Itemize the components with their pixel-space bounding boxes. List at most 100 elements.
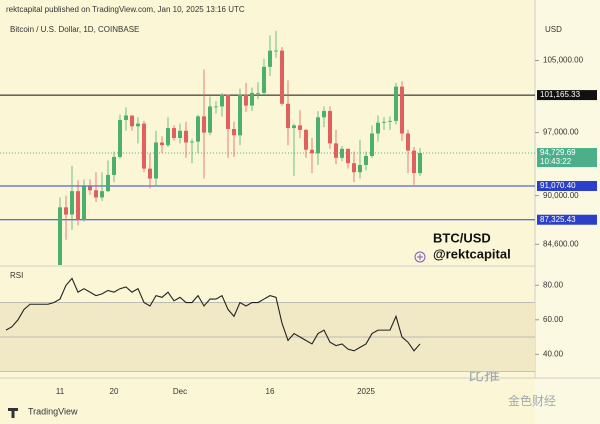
watermark: 金色财经 xyxy=(508,393,556,408)
candle-body xyxy=(328,110,332,144)
candle-body xyxy=(100,191,104,198)
level-tag xyxy=(537,214,597,225)
x-tick-label: 2025 xyxy=(357,387,375,396)
candle-body xyxy=(238,94,242,136)
candle-body xyxy=(112,156,116,175)
candle-body xyxy=(142,123,146,169)
chart-title: Bitcoin / U.S. Dollar, 1D, COINBASE xyxy=(10,25,139,34)
x-tick-label: 16 xyxy=(266,387,275,396)
candle-body xyxy=(166,128,170,146)
candle-body xyxy=(190,141,194,143)
candle-body xyxy=(412,150,416,174)
y-tick-label: 105,000.00 xyxy=(543,56,584,65)
price-axis xyxy=(535,0,600,424)
candle-body xyxy=(184,130,188,143)
candle-body xyxy=(208,106,212,133)
candle-body xyxy=(316,117,320,154)
currency: USD xyxy=(545,25,562,34)
annotation: @rektcapital xyxy=(433,246,511,261)
rsi-tick-label: 60.00 xyxy=(543,315,564,324)
candle-body xyxy=(400,86,404,134)
candle-body xyxy=(196,116,200,142)
candle-body xyxy=(268,50,272,67)
candle-body xyxy=(364,156,368,166)
icon xyxy=(417,254,423,260)
candle-body xyxy=(82,186,86,220)
x-tick-label: Dec xyxy=(173,387,187,396)
candle-body xyxy=(76,191,80,220)
rsi-label: RSI xyxy=(10,271,23,280)
candle-body xyxy=(124,115,128,120)
price-pane xyxy=(0,20,535,265)
candle-body xyxy=(334,143,338,158)
candle-body xyxy=(220,94,224,107)
candle-body xyxy=(4,380,8,381)
candle-body xyxy=(310,149,314,154)
icon xyxy=(414,251,426,263)
candle-body xyxy=(214,106,218,108)
candle-body xyxy=(106,174,110,192)
annotation: BTC/USD xyxy=(433,230,491,245)
candle-body xyxy=(58,207,62,265)
countdown: 10:43:22 xyxy=(540,157,572,166)
candle-body xyxy=(244,94,248,106)
rsi-tick-label: 40.00 xyxy=(543,349,564,358)
candle-body xyxy=(370,133,374,157)
candle-body xyxy=(94,190,98,198)
candle-body xyxy=(256,92,260,94)
candle-body xyxy=(322,110,326,118)
candle-body xyxy=(394,86,398,121)
candle-body xyxy=(382,121,386,123)
rsi-tick-label: 80.00 xyxy=(543,280,564,289)
candle-body xyxy=(376,122,380,134)
candle-body xyxy=(406,133,410,151)
level-label: 101,165.33 xyxy=(540,90,581,99)
candle-body xyxy=(418,153,422,174)
footer: TradingView xyxy=(28,406,78,416)
candle-body xyxy=(232,128,236,136)
candle-body xyxy=(346,148,350,164)
candle-body xyxy=(130,115,134,127)
logo xyxy=(8,408,18,418)
y-tick-label: 84,600.00 xyxy=(543,239,579,248)
candle-body xyxy=(64,207,68,215)
candle-body xyxy=(70,191,74,215)
candle-body xyxy=(250,92,254,106)
candle-body xyxy=(304,129,308,150)
candle-body xyxy=(286,103,290,129)
candle-body xyxy=(136,123,140,127)
candle-body xyxy=(388,120,392,122)
candle-body xyxy=(352,163,356,173)
y-tick-label: 97,000.00 xyxy=(543,128,579,137)
rsi-line xyxy=(5,277,421,352)
candle-body xyxy=(10,381,14,386)
level-tag xyxy=(537,181,597,192)
level-label: 91,070.40 xyxy=(540,181,576,190)
candle-body xyxy=(298,125,302,130)
level-tag xyxy=(537,90,597,101)
level-label: 87,325.43 xyxy=(540,215,576,224)
candle-body xyxy=(226,94,230,129)
candle-body xyxy=(292,125,296,129)
candle-body xyxy=(172,128,176,138)
price-layer xyxy=(0,30,535,396)
candle-body xyxy=(16,387,20,396)
candle-body xyxy=(280,50,284,104)
candle-body xyxy=(88,186,92,191)
candle-body xyxy=(262,66,266,93)
candle-body xyxy=(118,119,122,157)
candle-body xyxy=(340,148,344,158)
candle-body xyxy=(160,142,164,146)
rsi-layer xyxy=(0,277,535,372)
candle-body xyxy=(358,165,362,173)
y-tick-label: 90,000.00 xyxy=(543,191,579,200)
candle-body xyxy=(274,50,278,52)
candle-body xyxy=(154,142,158,179)
candle-body xyxy=(178,130,182,138)
x-tick-label: 11 xyxy=(56,387,65,396)
last-price-tag xyxy=(537,148,597,168)
last-price-label: 94,729.69 xyxy=(540,148,576,157)
header: rektcapital published on TradingView.com… xyxy=(6,5,245,14)
